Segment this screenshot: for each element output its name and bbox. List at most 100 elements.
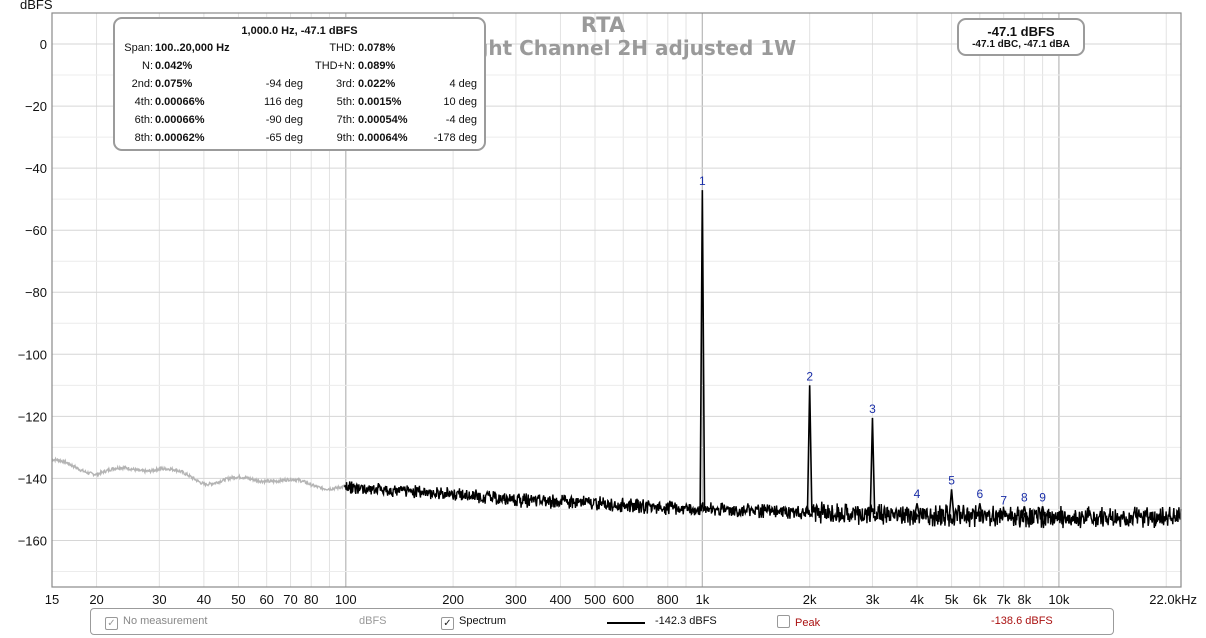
harmonic-label: 8 [1021,490,1028,504]
x-tick-label: 22.0kHz [1149,592,1197,607]
x-tick-label: 5k [945,592,959,607]
harmonic-phase: -65 deg [265,132,303,144]
harmonic-value: 0.022% [358,78,396,90]
x-tick-label: 800 [657,592,679,607]
harmonic-phase: 4 deg [449,78,477,90]
level-main: -47.1 dBFS [987,24,1055,39]
harmonic-phase: -178 deg [433,132,477,144]
harmonic-peak [699,190,706,510]
legend-no-measurement[interactable]: ✓ No measurement [105,615,207,630]
harmonic-peak [1000,506,1007,517]
harmonic-name: 2nd: [131,78,153,90]
legend-spectrum[interactable]: ✓ Spectrum [441,615,506,630]
harmonic-phase: 116 deg [264,96,303,108]
x-tick-label: 7k [997,592,1011,607]
x-tick-label: 30 [152,592,166,607]
x-tick-label: 70 [283,592,297,607]
x-tick-label: 2k [803,592,817,607]
y-tick-label: −140 [18,471,47,486]
distortion-stats-box: 1,000.0 Hz, -47.1 dBFS Span: 100..20,000… [113,17,486,151]
x-tick-label: 80 [304,592,318,607]
harmonic-name: 6th: [134,114,153,126]
spectrum-value: -142.3 dBFS [655,615,717,627]
harmonic-name: 5th: [336,96,355,108]
spectrum-line-swatch [607,622,645,624]
level-sub: -47.1 dBC, -47.1 dBA [972,39,1070,50]
no-measurement-unit: dBFS [359,615,387,627]
harmonic-peak [948,489,955,516]
harmonic-label: 3 [869,402,876,416]
x-tick-label: 3k [866,592,880,607]
harmonic-phase: 10 deg [443,96,477,108]
x-tick-label: 500 [584,592,606,607]
y-tick-label: −160 [18,533,47,548]
legend-bar: ✓ No measurement dBFS ✓ Spectrum -142.3 dB… [90,608,1114,635]
y-tick-label: 0 [40,37,47,52]
thd-label: THD: [329,42,355,54]
y-tick-label: −40 [25,161,47,176]
peak-value: -138.6 dBFS [991,615,1053,627]
x-tick-label: 200 [442,592,464,607]
span-value: 100..20,000 Hz [155,42,230,54]
harmonic-value: 0.00054% [358,114,408,126]
no-measurement-checkbox[interactable]: ✓ [105,617,118,630]
harmonic-label: 7 [1000,493,1007,507]
x-tick-label: 1k [695,592,709,607]
x-tick-label: 40 [197,592,211,607]
harmonic-name: 7th: [336,114,355,126]
span-label: Span: [124,42,153,54]
harmonic-peak [1039,506,1046,518]
harmonic-name: 9th: [336,132,355,144]
y-tick-label: −60 [25,223,47,238]
x-tick-label: 10k [1048,592,1069,607]
spectrum-label: Spectrum [459,615,507,627]
x-tick-label: 100 [335,592,357,607]
x-tick-label: 20 [89,592,103,607]
x-tick-label: 8k [1017,592,1031,607]
thdn-value: 0.089% [358,60,396,72]
spectrum-line [343,481,1182,529]
harmonic-value: 0.0015% [358,96,402,108]
x-tick-label: 15 [45,592,59,607]
harmonic-value: 0.00066% [155,114,205,126]
harmonic-phase: -4 deg [445,114,477,126]
harmonic-value: 0.00064% [358,132,408,144]
harmonic-label: 6 [976,487,983,501]
harmonic-value: 0.075% [155,78,193,90]
harmonic-phase: -90 deg [265,114,303,126]
chart-title: RTA [581,13,626,37]
stats-header: 1,000.0 Hz, -47.1 dBFS [241,25,358,37]
harmonic-peak [914,503,920,516]
n-value: 0.042% [155,60,193,72]
level-readout-box: -47.1 dBFS -47.1 dBC, -47.1 dBA [957,18,1085,56]
y-axis-label: dBFS [20,0,53,12]
no-measurement-label: No measurement [123,615,208,627]
spectrum-checkbox[interactable]: ✓ [441,617,454,630]
n-label: N: [142,60,153,72]
x-tick-label: 60 [259,592,273,607]
legend-peak[interactable]: Peak [777,615,820,629]
harmonic-peak [1021,506,1028,518]
x-tick-label: 400 [550,592,572,607]
spectrum-line-low [51,456,346,492]
harmonic-label: 1 [699,174,706,188]
harmonic-name: 4th: [134,96,153,108]
peak-label: Peak [795,617,821,629]
chart-labels: 15 20 30 40 50 60 70 80 100 200 300 400 500 600 800 1k 2… [18,37,1197,607]
x-tick-label: 50 [231,592,245,607]
harmonic-label: 2 [806,369,813,383]
y-tick-label: −120 [18,409,47,424]
harmonic-label: 9 [1039,490,1046,504]
thd-value: 0.078% [358,42,396,54]
harmonic-value: 0.00062% [155,132,205,144]
thdn-label: THD+N: [314,60,355,72]
peak-checkbox[interactable] [777,615,790,628]
y-tick-label: −100 [18,347,47,362]
harmonic-peak [869,417,876,515]
chart-traces [51,190,1182,529]
harmonic-label: 5 [948,473,955,487]
x-tick-label: 300 [505,592,527,607]
harmonic-value: 0.00066% [155,96,205,108]
harmonic-name: 3rd: [336,78,355,90]
